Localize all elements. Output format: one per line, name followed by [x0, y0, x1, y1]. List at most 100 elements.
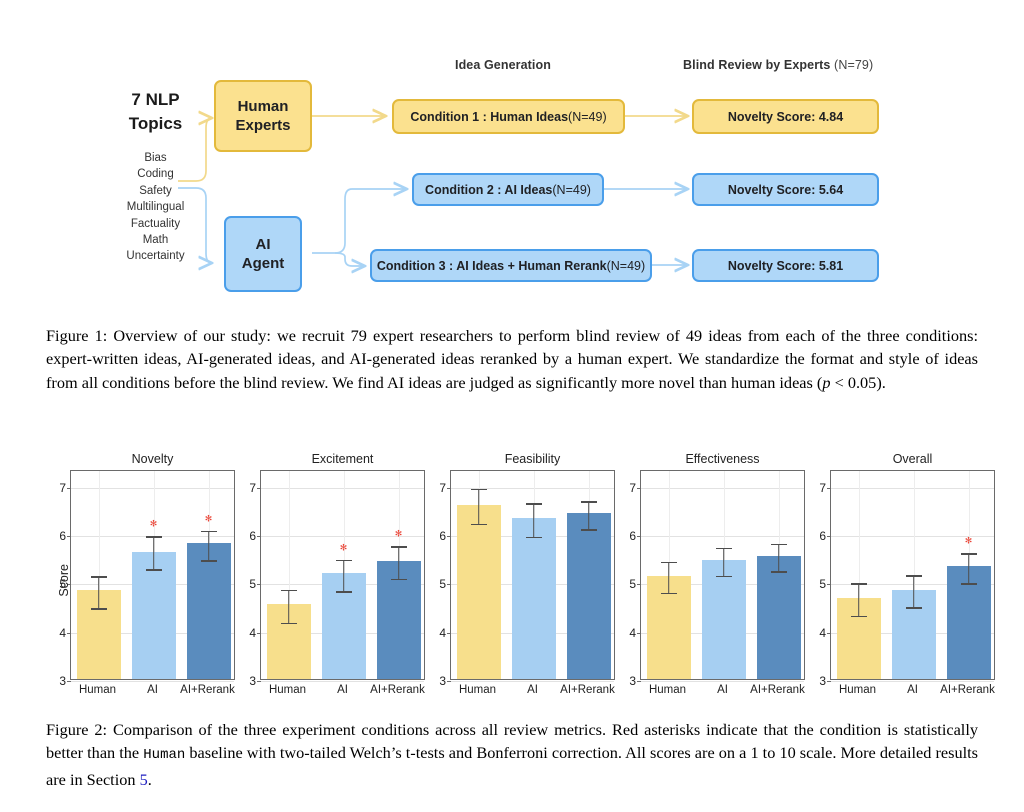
vertical-gridline: [98, 471, 100, 679]
chart-panel-effectiveness: Effectiveness Human AI AI+Rerank 3 4 5 6 7: [629, 452, 805, 707]
error-bar-cap: [715, 547, 732, 550]
plot-area: 3 4 5 6 7: [439, 470, 615, 688]
y-tick-label: 3: [439, 674, 446, 688]
error-bar: [287, 589, 290, 623]
x-tick-label: AI: [527, 684, 538, 696]
error-bar-cap: [770, 570, 787, 573]
header-idea-generation: Idea Generation: [455, 58, 551, 72]
topic-item: Factuality: [130, 217, 181, 230]
error-bar: [97, 576, 100, 609]
error-bar-cap: [660, 592, 677, 595]
error-bar-cap: [580, 500, 597, 503]
error-bar-cap: [580, 529, 597, 531]
figure1-caption-body: Overview of our study: we recruit 79 exp…: [46, 326, 978, 392]
y-tick-label: 6: [249, 529, 256, 544]
error-bar-cap: [145, 569, 162, 572]
gridline: [451, 487, 614, 489]
node-novelty-score-3: Novelty Score: 5.81: [692, 249, 879, 282]
y-tick-mark: [637, 681, 641, 682]
y-tick-mark: [67, 584, 71, 586]
bar-ai: [131, 551, 176, 679]
y-tick-mark: [257, 681, 261, 682]
y-tick-label: 7: [819, 480, 826, 495]
y-tick-mark: [827, 487, 831, 489]
error-bar: [477, 488, 480, 524]
error-bar-cap: [850, 615, 867, 618]
gridline: [641, 536, 804, 538]
error-bar-cap: [525, 503, 542, 505]
error-bar: [397, 546, 400, 579]
x-tick-label: Human: [648, 684, 687, 696]
topic-item: Coding: [137, 168, 174, 181]
error-bar-cap: [905, 607, 922, 609]
error-bar-cap: [770, 543, 787, 546]
y-tick-label: 5: [629, 577, 636, 592]
bar-ai-rerank: [566, 512, 611, 679]
x-tick-label: AI+Rerank: [180, 684, 235, 696]
topics-list: Bias Coding Safety Multilingual Factuali…: [88, 150, 223, 265]
gridline: [831, 536, 994, 538]
gridline: [831, 681, 994, 682]
y-tick-mark: [447, 681, 451, 682]
x-tick-label: AI+Rerank: [750, 684, 805, 696]
y-tick-label: 4: [59, 625, 66, 640]
error-bar: [777, 543, 780, 571]
error-bar: [152, 536, 155, 570]
vertical-gridline: [858, 471, 860, 679]
node-novelty-score-1: Novelty Score: 4.84: [692, 99, 879, 134]
figure2-caption-label: Figure 2:: [46, 720, 108, 739]
y-tick-mark: [637, 584, 641, 586]
y-tick-mark: [67, 487, 71, 489]
y-tick-label: 6: [59, 529, 66, 544]
header-blind-review: Blind Review by Experts (N=79): [683, 58, 874, 72]
x-tick-label: Human: [268, 684, 307, 696]
error-bar: [722, 547, 725, 576]
topic-item: Math: [142, 234, 169, 247]
plot-area: 3 4 5 6 7 ✻ ✻: [59, 470, 235, 688]
node-novelty-score-2: Novelty Score: 5.64: [692, 173, 879, 206]
error-bar-cap: [960, 583, 977, 586]
panel-title: Novelty: [131, 452, 174, 466]
error-bar-cap: [905, 575, 922, 577]
error-bar-cap: [200, 560, 217, 562]
y-tick-label: 4: [249, 625, 256, 640]
error-bar-cap: [660, 561, 677, 564]
error-bar: [857, 583, 860, 616]
bar-human: [456, 504, 501, 679]
gridline: [831, 584, 994, 586]
figure1-flow-diagram: Idea Generation Blind Review by Experts …: [0, 0, 1024, 300]
y-tick-label: 5: [819, 577, 826, 592]
error-bar-cap: [470, 523, 487, 526]
y-tick-label: 5: [249, 577, 256, 592]
error-bar: [207, 530, 210, 561]
error-bar: [342, 559, 345, 592]
y-tick-label: 3: [819, 674, 826, 688]
gridline: [71, 487, 234, 489]
chart-panel-overall: Overall Human AI AI+Rerank 3 4 5 6 7 ✻: [819, 452, 995, 707]
error-bar-cap: [390, 578, 407, 581]
figure2-caption: Figure 2: Comparison of the three experi…: [46, 720, 978, 789]
x-tick-label: Human: [838, 684, 877, 696]
topic-item: Uncertainty: [126, 250, 185, 263]
significance-asterisk: ✻: [339, 542, 348, 553]
plot-area: 3 4 5 6 7 ✻: [819, 470, 995, 688]
error-bar-cap: [90, 608, 107, 610]
y-tick-label: 7: [439, 480, 446, 495]
y-tick-label: 3: [629, 674, 636, 688]
section-link[interactable]: 5: [139, 769, 148, 789]
error-bar-cap: [335, 559, 352, 562]
y-axis-label: Score: [57, 564, 71, 597]
topic-item: Safety: [139, 184, 172, 197]
error-bar-cap: [280, 589, 297, 592]
panel-title: Overall: [892, 452, 933, 466]
error-bar: [912, 575, 915, 608]
vertical-gridline: [288, 471, 290, 679]
y-tick-label: 6: [439, 529, 446, 544]
y-tick-label: 5: [59, 577, 66, 592]
significance-asterisk: ✻: [394, 528, 403, 539]
y-tick-mark: [257, 632, 261, 634]
error-bar-cap: [200, 530, 217, 533]
gridline: [261, 487, 424, 489]
error-bar-cap: [525, 536, 542, 539]
gridline: [641, 487, 804, 489]
